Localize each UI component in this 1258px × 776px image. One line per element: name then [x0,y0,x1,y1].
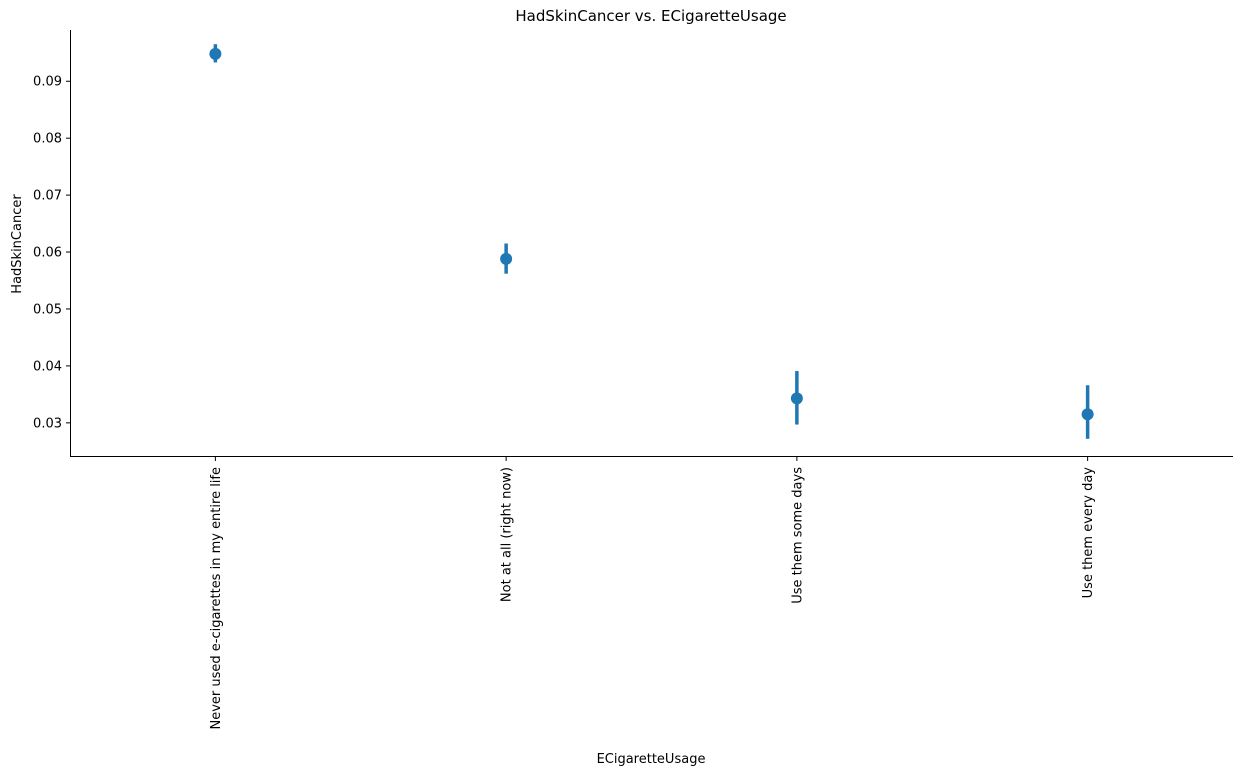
y-axis-label: HadSkinCancer [10,194,25,294]
chart-title: HadSkinCancer vs. ECigaretteUsage [515,7,786,25]
x-tick-label: Use them some days [790,467,805,604]
x-tick-label: Never used e-cigarettes in my entire lif… [209,467,224,730]
y-axis-ticks: 0.03 0.04 0.05 0.06 0.07 0.08 0.09 [33,75,70,431]
data-point [500,252,513,265]
x-axis-ticks: Never used e-cigarettes in my entire lif… [209,457,1096,730]
x-tick-label: Not at all (right now) [500,467,515,602]
y-tick-label: 0.06 [33,246,62,261]
y-tick-label: 0.07 [33,189,62,204]
y-tick-label: 0.04 [33,359,62,374]
x-tick-label: Use them every day [1081,467,1096,599]
y-tick-label: 0.03 [33,416,62,431]
y-tick-label: 0.09 [33,75,62,90]
y-tick-label: 0.08 [33,132,62,147]
y-tick-label: 0.05 [33,302,62,317]
data-point [1081,408,1094,421]
data-point [790,392,803,405]
data-points [209,44,1094,439]
x-axis-label: ECigaretteUsage [597,752,706,767]
data-point [209,47,222,60]
